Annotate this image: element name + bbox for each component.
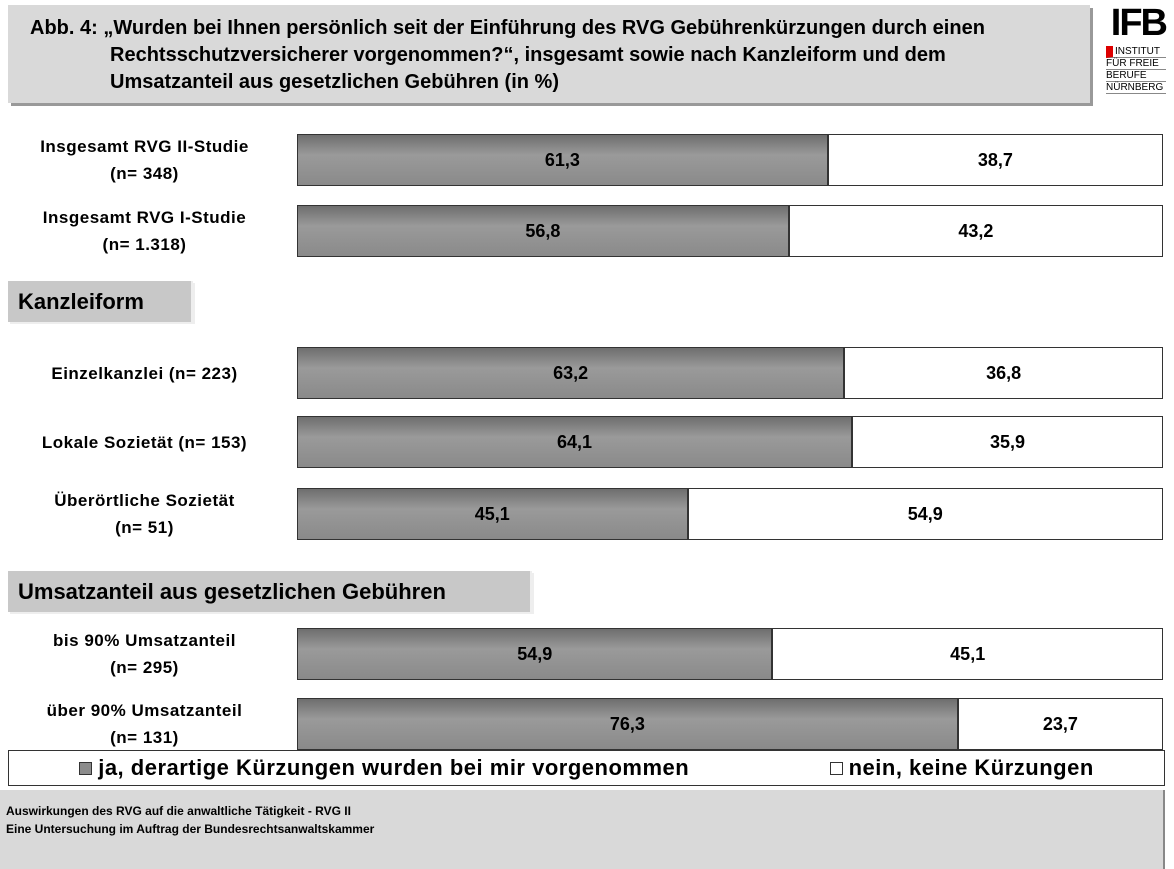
logo-line: NÜRNBERG bbox=[1106, 82, 1166, 94]
logo-name: IFB bbox=[1110, 2, 1168, 44]
title-box: Abb. 4: „Wurden bei Ihnen persönlich sei… bbox=[8, 5, 1090, 103]
category-label: Überörtliche Sozietät (n= 51) bbox=[54, 491, 235, 537]
bar-segment: 76,3 bbox=[297, 698, 958, 750]
value-label: 56,8 bbox=[525, 220, 561, 241]
value-label: 45,1 bbox=[474, 503, 510, 524]
legend-item: ja, derartige Kürzungen wurden bei mir v… bbox=[79, 755, 689, 781]
value-label: 38,7 bbox=[977, 149, 1013, 170]
value-label: 35,9 bbox=[990, 431, 1026, 452]
legend-label: nein, keine Kürzungen bbox=[848, 755, 1094, 780]
logo-line: BERUFE bbox=[1106, 70, 1166, 82]
logo-line: FÜR FREIE bbox=[1106, 58, 1166, 70]
category-label: Insgesamt RVG II-Studie (n= 348) bbox=[40, 137, 249, 183]
value-label: 23,7 bbox=[1042, 713, 1078, 734]
bar-segment: 38,7 bbox=[827, 134, 1163, 186]
bar-segment: 64,1 bbox=[297, 416, 853, 468]
value-label: 76,3 bbox=[609, 713, 645, 734]
category-label: Lokale Sozietät (n= 153) bbox=[41, 432, 248, 452]
value-label: 61,3 bbox=[544, 149, 580, 170]
legend-item: nein, keine Kürzungen bbox=[829, 755, 1094, 781]
legend-swatch bbox=[829, 761, 843, 775]
logo-line: INSTITUT bbox=[1106, 46, 1166, 58]
footer-line: Eine Untersuchung im Auftrag der Bundesr… bbox=[6, 822, 375, 836]
legend-label: ja, derartige Kürzungen wurden bei mir v… bbox=[98, 755, 690, 780]
footer-line: Auswirkungen des RVG auf die anwaltliche… bbox=[6, 804, 351, 818]
bar-segment: 63,2 bbox=[297, 347, 845, 399]
bar-segment: 43,2 bbox=[788, 205, 1163, 257]
value-label: 54,9 bbox=[517, 643, 553, 664]
value-label: 54,9 bbox=[907, 503, 943, 524]
bar-segment: 54,9 bbox=[297, 628, 773, 680]
bar-segment: 23,7 bbox=[957, 698, 1163, 750]
section-header: Kanzleiform bbox=[8, 281, 193, 322]
chart-title: Abb. 4: „Wurden bei Ihnen persönlich sei… bbox=[30, 17, 985, 93]
category-label: Insgesamt RVG I-Studie (n= 1.318) bbox=[42, 208, 247, 254]
category-label: über 90% Umsatzanteil (n= 131) bbox=[46, 701, 243, 747]
bar-segment: 45,1 bbox=[297, 488, 688, 540]
value-label: 63,2 bbox=[553, 362, 589, 383]
value-label: 36,8 bbox=[986, 362, 1022, 383]
value-label: 43,2 bbox=[958, 220, 994, 241]
logo-lines: INSTITUT FÜR FREIE BERUFE NÜRNBERG bbox=[1106, 46, 1166, 94]
section-header: Umsatzanteil aus gesetzlichen Gebühren bbox=[8, 571, 532, 612]
bar-segment: 45,1 bbox=[772, 628, 1163, 680]
value-label: 64,1 bbox=[557, 431, 593, 452]
category-label: Einzelkanzlei (n= 223) bbox=[51, 363, 238, 383]
legend: ja, derartige Kürzungen wurden bei mir v… bbox=[8, 750, 1165, 786]
legend-swatch bbox=[79, 761, 93, 775]
logo: IFB INSTITUT FÜR FREIE BERUFE NÜRNBERG bbox=[1098, 2, 1168, 100]
bar-segment: 54,9 bbox=[687, 488, 1163, 540]
bar-segment: 35,9 bbox=[852, 416, 1163, 468]
bar-segment: 56,8 bbox=[297, 205, 789, 257]
bar-segment: 61,3 bbox=[297, 134, 828, 186]
footer: Auswirkungen des RVG auf die anwaltliche… bbox=[0, 790, 1165, 869]
chart: Kanzleiform Umsatzanteil aus gesetzlichen… bbox=[8, 134, 1163, 750]
bar-segment: 36,8 bbox=[844, 347, 1163, 399]
category-label: bis 90% Umsatzanteil (n= 295) bbox=[53, 631, 236, 677]
value-label: 45,1 bbox=[950, 643, 986, 664]
